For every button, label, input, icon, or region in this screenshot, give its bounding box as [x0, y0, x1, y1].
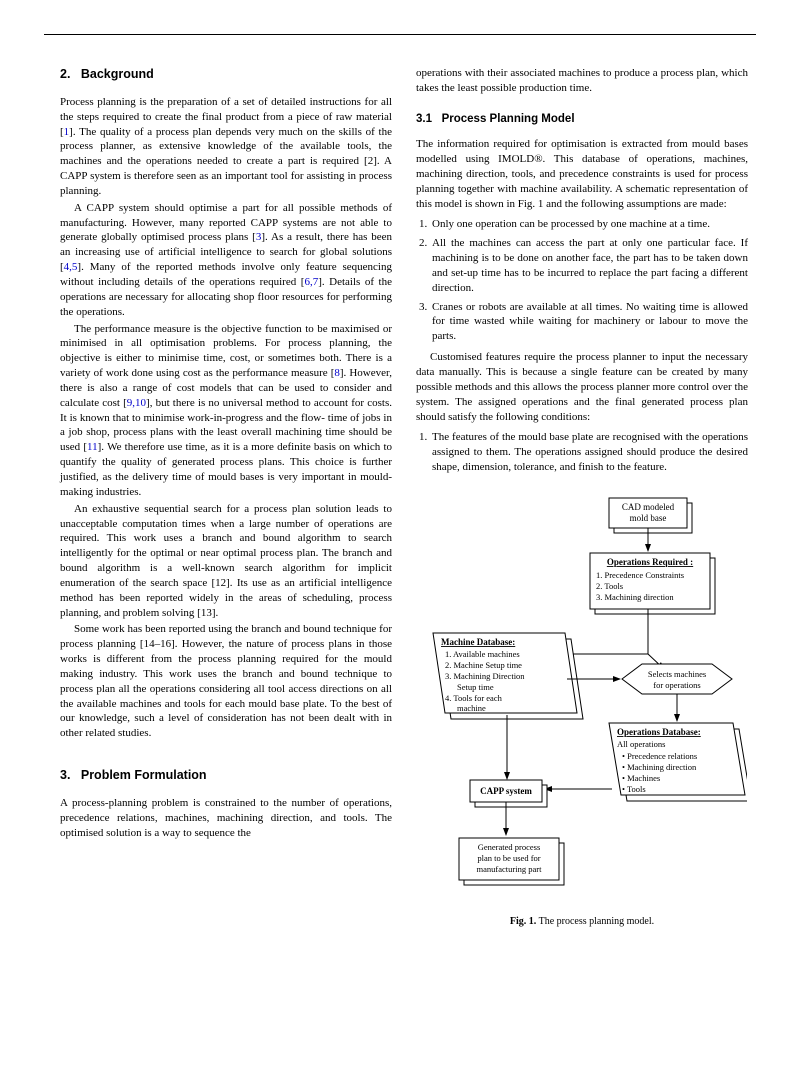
two-column-layout: 2. Background Process planning is the pr… — [60, 48, 748, 1027]
assumption-1: Only one operation can be processed by o… — [430, 217, 748, 232]
citation-4-5[interactable]: 4,5 — [64, 261, 78, 273]
s2-para-1: Process planning is the preparation of a… — [60, 95, 392, 199]
svg-text:All operations: All operations — [617, 739, 665, 749]
s31-para-1: The information required for optimisatio… — [416, 137, 748, 211]
svg-text:2. Machine Setup time: 2. Machine Setup time — [445, 660, 522, 670]
section-3-1-number: 3.1 — [416, 113, 432, 125]
svg-text:CAPP system: CAPP system — [480, 786, 532, 796]
svg-text:Operations Required :: Operations Required : — [607, 557, 693, 567]
svg-text:mold base: mold base — [630, 513, 667, 523]
condition-1: The features of the mould base plate are… — [430, 430, 748, 475]
svg-text:Operations Database:: Operations Database: — [617, 727, 701, 737]
section-2-number: 2. — [60, 67, 70, 81]
section-3-title: Problem Formulation — [81, 768, 207, 782]
node-capp-system: CAPP system — [470, 780, 547, 807]
section-3-number: 3. — [60, 768, 70, 782]
node-cad: CAD modeled mold base — [609, 498, 692, 533]
citation-11[interactable]: 11 — [87, 441, 98, 453]
node-operations-database: Operations Database: All operations • Pr… — [609, 723, 747, 801]
svg-text:plan to be used for: plan to be used for — [477, 853, 540, 863]
svg-text:1. Available machines: 1. Available machines — [445, 649, 520, 659]
node-operations-required: Operations Required : 1. Precedence Cons… — [590, 553, 715, 614]
section-2-heading: 2. Background — [60, 66, 392, 83]
conditions-list: The features of the mould base plate are… — [430, 430, 748, 475]
s2-para-3: The performance measure is the objective… — [60, 322, 392, 500]
section-3-heading: 3. Problem Formulation — [60, 767, 392, 784]
svg-text:Generated process: Generated process — [478, 842, 541, 852]
s31-para-2: Customised features require the process … — [416, 350, 748, 424]
svg-text:Selects machines: Selects machines — [648, 669, 706, 679]
section-3-1-heading: 3.1 Process Planning Model — [416, 112, 748, 128]
svg-text:• Tools: • Tools — [622, 784, 646, 794]
svg-text:machine: machine — [457, 703, 486, 713]
svg-text:Setup time: Setup time — [457, 682, 494, 692]
svg-text:3. Machining Direction: 3. Machining Direction — [445, 671, 525, 681]
svg-text:• Machining direction: • Machining direction — [622, 762, 697, 772]
svg-text:CAD modeled: CAD modeled — [622, 502, 675, 512]
citation-9-10[interactable]: 9,10 — [127, 397, 146, 409]
node-selects-machines: Selects machines for operations — [622, 664, 732, 694]
svg-text:4. Tools for each: 4. Tools for each — [445, 693, 503, 703]
assumption-2: All the machines can access the part at … — [430, 236, 748, 295]
s2-para-2: A CAPP system should optimise a part for… — [60, 201, 392, 320]
s2-para-5: Some work has been reported using the br… — [60, 622, 392, 741]
svg-text:3. Machining direction: 3. Machining direction — [596, 592, 674, 602]
svg-text:manufacturing part: manufacturing part — [477, 864, 543, 874]
left-column: 2. Background Process planning is the pr… — [60, 48, 392, 1027]
section-3-1-title: Process Planning Model — [442, 113, 575, 125]
figure-1-caption: Fig. 1. The process planning model. — [416, 915, 748, 929]
assumption-3: Cranes or robots are available at all ti… — [430, 300, 748, 345]
node-machine-database: Machine Database: 1. Available machines … — [433, 633, 583, 719]
citation-6-7[interactable]: 6,7 — [304, 276, 318, 288]
figure-1-caption-text: The process planning model. — [539, 916, 655, 927]
figure-1-svg: CAD modeled mold base Operations Require… — [417, 489, 747, 909]
svg-text:2. Tools: 2. Tools — [596, 581, 623, 591]
svg-text:Machine Database:: Machine Database: — [441, 637, 515, 647]
svg-text:1. Precedence Constraints: 1. Precedence Constraints — [596, 570, 684, 580]
node-generated-plan: Generated process plan to be used for ma… — [459, 838, 564, 885]
s2-para-4: An exhaustive sequential search for a pr… — [60, 502, 392, 621]
s3-para-1-cont: operations with their associated machine… — [416, 66, 748, 96]
svg-text:• Machines: • Machines — [622, 773, 660, 783]
svg-text:for operations: for operations — [653, 680, 700, 690]
assumptions-list: Only one operation can be processed by o… — [430, 217, 748, 344]
figure-1: CAD modeled mold base Operations Require… — [416, 489, 748, 929]
section-2-title: Background — [81, 67, 154, 81]
s3-para-1: A process-planning problem is constraine… — [60, 796, 392, 841]
right-column: operations with their associated machine… — [416, 48, 748, 1027]
page-top-rule — [44, 34, 756, 35]
svg-text:• Precedence relations: • Precedence relations — [622, 751, 697, 761]
figure-1-label: Fig. 1. — [510, 916, 536, 927]
